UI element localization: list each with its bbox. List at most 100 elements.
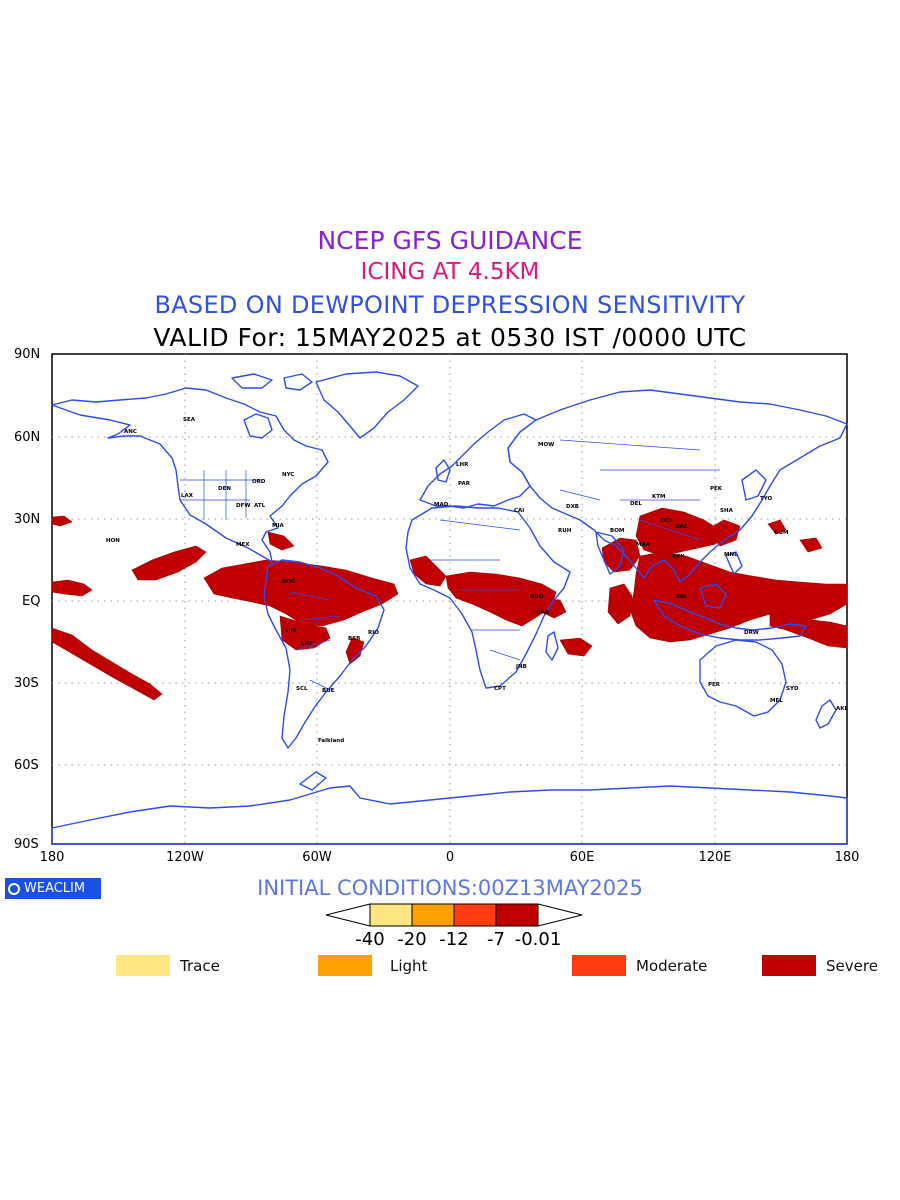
icing-region-central-america-atlantic (203, 559, 399, 627)
station-label-sea: SEA (183, 417, 196, 423)
station-label-lpz: LPZ (301, 641, 313, 647)
coast-antarctic-peninsula (299, 771, 327, 791)
coast-hudson-bay (243, 413, 273, 439)
station-label-cpt: CPT (494, 686, 506, 692)
coast-australia (699, 639, 787, 717)
colorbar-tick-1: -40 (355, 929, 385, 950)
station-label-mow: MOW (538, 442, 554, 448)
station-label-bom: BOM (610, 528, 624, 534)
icing-region-pacific-east-japan (767, 519, 787, 535)
station-label-dfw: DFW (236, 503, 250, 509)
lat-label-90s: 90S (14, 837, 39, 852)
lat-label-60s: 60S (14, 758, 39, 773)
world-map: ANC SEA LAX DEN DFW ORD ATL MIA NYC HON MEX BOG LIM L… (51, 353, 849, 845)
map-subtitle-icing-level: ICING AT 4.5KM (360, 259, 540, 285)
colorbar-tick-5: -0.01 (514, 929, 562, 950)
station-label-falkland: Falkland (318, 738, 344, 744)
station-label-mel: MEL (770, 698, 783, 704)
station-label-jnb: JNB (515, 664, 527, 670)
station-label-mad: MAD (434, 502, 449, 508)
initial-conditions: INITIAL CONDITIONS:00Z13MAY2025 (257, 876, 643, 900)
legend-swatch-moderate (572, 955, 626, 976)
lat-label-30s: 30S (14, 676, 39, 691)
station-label-mex: MEX (236, 542, 250, 548)
lon-label-120w: 120W (166, 850, 204, 865)
station-label-par: PAR (458, 481, 471, 487)
icing-region-central-pacific (51, 579, 93, 597)
station-label-ktm: KTM (652, 494, 666, 500)
station-label-atl: ATL (254, 503, 266, 509)
coast-british-isles (435, 459, 451, 483)
colorbar-left-arrow (325, 903, 371, 927)
icing-region-micronesia (799, 537, 823, 553)
station-label-anc: ANC (124, 429, 137, 435)
lon-label-180e: 180 (834, 850, 860, 865)
station-label-bog: BOG (282, 579, 296, 585)
station-label-syd: SYD (786, 686, 799, 692)
station-label-tyo: TYO (760, 496, 773, 502)
coast-asia (507, 389, 848, 583)
icing-region-south-china (705, 519, 741, 547)
station-label-dar: DAR (536, 610, 550, 616)
lon-label-60e: 60E (569, 850, 595, 865)
coast-antarctica (51, 785, 848, 845)
icing-region-south-china-sea (675, 595, 705, 617)
station-labels: ANC SEA LAX DEN DFW ORD ATL MIA NYC HON MEX BOG LIM L… (106, 417, 849, 744)
coast-north-america (51, 387, 329, 563)
station-label-lim: LIM (285, 628, 296, 634)
colorbar-tick-3: -12 (439, 929, 469, 950)
station-label-nyc: NYC (282, 472, 294, 478)
station-label-den: DEN (218, 486, 231, 492)
station-label-dac: DAC (675, 524, 688, 530)
station-label-cai: CAI (514, 508, 524, 514)
coast-greenland (315, 371, 419, 439)
station-label-mnl: MNL (724, 552, 738, 558)
icing-region-indian-ocean-west (607, 583, 633, 625)
station-label-gum: GUM (774, 530, 788, 536)
lon-label-120e: 120E (698, 850, 732, 865)
coast-japan (741, 469, 767, 501)
legend-label-trace: Trace (180, 957, 220, 975)
station-label-ruh: RUH (558, 528, 572, 534)
legend-swatch-light (318, 955, 372, 976)
lon-label-180w: 180 (39, 850, 65, 865)
station-label-hon: HON (106, 538, 120, 544)
legend-swatch-severe (762, 955, 816, 976)
station-label-ccu: CCU (660, 518, 673, 524)
station-label-mia: MIA (272, 523, 285, 529)
coast-new-zealand (815, 699, 837, 729)
station-label-pek: PEK (710, 486, 723, 492)
legend-label-light: Light (390, 957, 428, 975)
station-label-sin: SIN (676, 594, 687, 600)
lat-label-90n: 90N (14, 347, 41, 362)
station-label-del: DEL (630, 501, 642, 507)
station-label-nbo: NBO (530, 594, 544, 600)
station-label-dxb: DXB (566, 504, 579, 510)
colorbar-segment-trace (369, 903, 413, 927)
lat-label-30n: 30N (14, 512, 41, 527)
station-label-maa: MAA (636, 542, 651, 548)
colorbar-tick-4: -7 (487, 929, 505, 950)
icing-region-tibet-china (635, 507, 721, 557)
map-subtitle-method: BASED ON DEWPOINT DEPRESSION SENSITIVITY (154, 291, 746, 319)
icing-region-northeast-pacific (131, 545, 207, 581)
station-label-ord: ORD (252, 479, 266, 485)
station-label-bue: BUE (322, 688, 335, 694)
icing-region-south-pacific-band (51, 627, 163, 701)
coast-africa (405, 505, 571, 689)
icing-region-south-atlantic-brazil (345, 637, 365, 665)
coast-india (595, 531, 625, 575)
icing-region-central-africa (445, 571, 557, 627)
weaclim-logo: WEACLIM (5, 878, 101, 899)
icing-region-central-pacific-north (51, 515, 73, 527)
graticule (52, 354, 847, 844)
station-label-rio: RIO (368, 630, 379, 636)
country-borders (180, 439, 720, 691)
colorbar (325, 903, 583, 927)
lon-label-0: 0 (445, 850, 455, 865)
station-label-bkk: BKK (672, 554, 685, 560)
coast-indonesia (653, 599, 807, 641)
icing-region-west-africa (409, 555, 447, 587)
station-label-lhr: LHR (456, 462, 469, 468)
lat-label-eq: EQ (22, 594, 41, 609)
